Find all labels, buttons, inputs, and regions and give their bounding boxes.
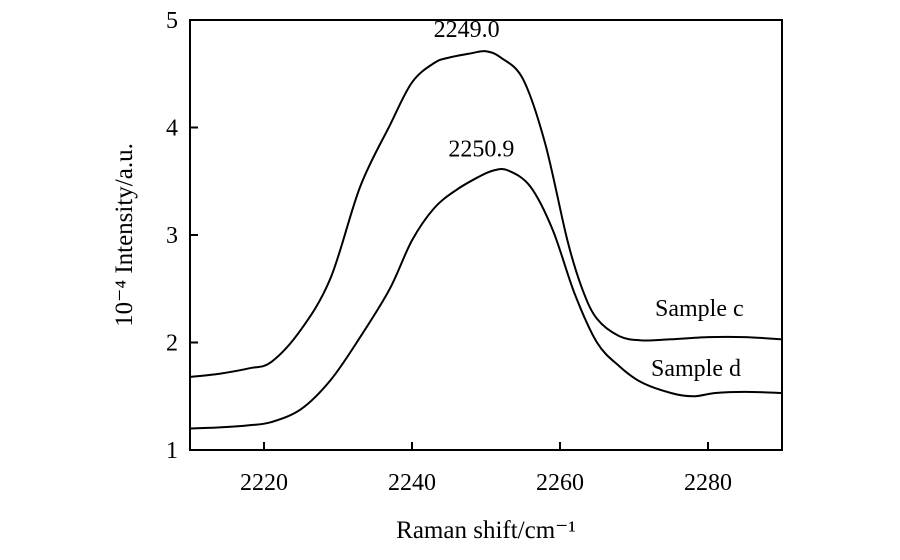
y-tick-label-5: 5 xyxy=(166,8,178,34)
peak-annotation-1: 2249.0 xyxy=(434,17,500,43)
plot-frame xyxy=(189,19,783,451)
x-tick-label-2260: 2260 xyxy=(536,470,584,496)
labels-layer: Sample c Sample d 2249.0 2250.9 xyxy=(434,17,744,382)
series-line-sample-d xyxy=(189,168,783,430)
x-tick-label-2220: 2220 xyxy=(240,470,288,496)
peak-annotation-2: 2250.9 xyxy=(448,137,514,163)
x-tick-label-2280: 2280 xyxy=(684,470,732,496)
series-label-sample-c: Sample c xyxy=(655,296,744,322)
x-axis-title: Raman shift/cm⁻¹ xyxy=(396,517,576,544)
series-line-sample-c xyxy=(189,50,783,378)
y-axis-title: 10⁻⁴ Intensity/a.u. xyxy=(111,143,138,327)
y-tick-label-2: 2 xyxy=(166,331,178,357)
y-tick-label-3: 3 xyxy=(166,223,178,249)
x-tick-label-2240: 2240 xyxy=(388,470,436,496)
y-tick-label-1: 1 xyxy=(166,438,178,464)
lines-layer xyxy=(189,50,783,430)
series-label-sample-d: Sample d xyxy=(651,356,741,382)
y-tick-label-4: 4 xyxy=(166,116,178,142)
ticks-layer: 2220 2240 2260 2280 1 2 3 4 5 xyxy=(166,8,732,496)
